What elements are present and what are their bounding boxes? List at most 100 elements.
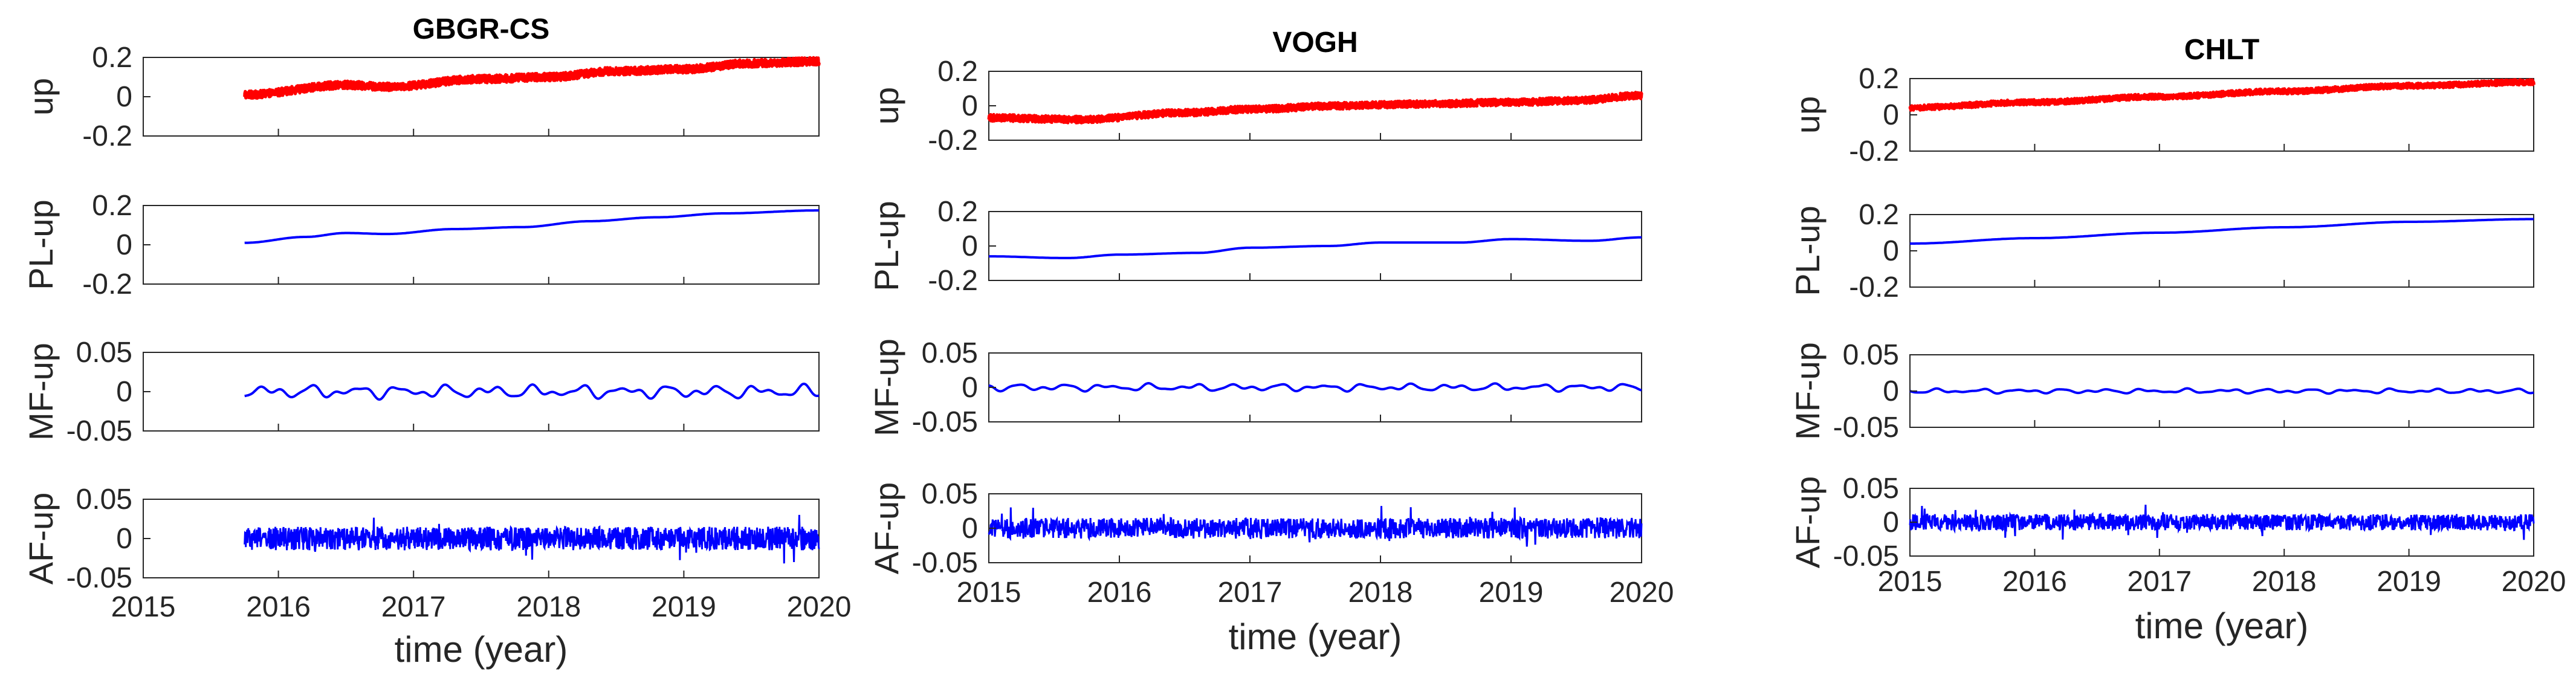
y-tick-label: 0.05 [922,337,978,369]
y-tick-label: 0 [116,376,132,408]
x-tick-label: 2018 [2252,566,2317,598]
y-tick-label: -0.2 [1849,135,1899,167]
y-axis-label: AF-up [22,493,60,585]
chart-title: GBGR-CS [413,13,550,45]
x-tick-label: 2017 [381,591,446,623]
subplot-up: 0.2 0 -0.2 up [22,42,821,152]
y-axis-label: AF-up [867,482,905,575]
y-tick-label: -0.2 [1849,271,1899,303]
x-tick-label: 2018 [516,591,581,623]
chart-title: VOGH [1272,27,1358,59]
y-tick-label: -0.2 [82,120,132,152]
y-tick-label: 0.05 [1843,339,1899,371]
y-axis-label: PL-up [867,201,905,291]
y-tick-label: 0 [116,229,132,261]
series-line [1909,387,2534,395]
y-tick-label: 0 [962,230,978,262]
plot-frame [143,205,820,285]
y-tick-label: -0.2 [82,268,132,300]
chart-vogh: VOGH0.20-0.2up0.20-0.2PL-up0.050-0.05MF-… [867,27,1674,657]
series-line [244,209,819,244]
series-line [1908,78,2536,112]
y-axis-label: up [1788,96,1827,134]
series-line [1910,218,2534,245]
subplot-up: 0.20-0.2 up [867,56,1643,157]
y-axis-label: up [22,78,60,115]
y-tick-label: 0.2 [1859,199,1899,231]
x-tick-label: 2020 [2502,566,2566,598]
y-tick-label: 0.2 [937,56,978,88]
y-tick-label: -0.05 [66,415,132,447]
y-axis-label: MF-up [1788,342,1827,440]
x-axis-label: time (year) [2135,606,2309,646]
subplot-up: 0.2 0 -0.2 up [1788,63,2536,167]
y-tick-label: 0.2 [92,42,132,74]
subplot-pl-up: 0.2 0 -0.2 PL-up [22,190,820,300]
y-tick-label: -0.05 [66,562,132,594]
y-tick-label: 0.05 [1843,473,1899,505]
x-tick-label: 2018 [1348,577,1413,609]
series-line [988,381,1642,393]
x-tick-label: 2019 [652,591,716,623]
plot-frame [143,352,820,432]
y-axis-label: MF-up [867,338,905,436]
y-tick-label: 0 [116,523,132,555]
chart-chlt: CHLT0.20-0.2up0.20-0.2PL-up0.050-0.05MF-… [1788,34,2566,646]
y-tick-label: 0 [962,513,978,545]
y-tick-label: -0.05 [912,547,978,579]
chart-gbgr-cs: GBGR-CS 0.2 0 -0.2 up 0.2 0 -0.2 PL-up 0.05 0 -0.05… [22,13,851,670]
series-line [244,383,820,401]
y-axis-label: PL-up [1788,205,1827,296]
y-axis-label: AF-up [1788,476,1827,569]
x-tick-label: 2016 [1087,577,1152,609]
series-line [243,56,821,100]
y-tick-label: 0.05 [76,337,132,369]
y-tick-label: -0.2 [928,265,978,297]
x-tick-label: 2016 [2002,566,2067,598]
y-tick-label: 0.05 [922,478,978,510]
y-tick-label: 0.2 [1859,63,1899,95]
plot-frame [1909,78,2534,152]
x-tick-label: 2016 [246,591,311,623]
y-tick-label: 0 [962,372,978,404]
series-line [244,514,820,564]
y-tick-label: 0.2 [937,196,978,228]
y-tick-label: 0 [1883,375,1899,407]
y-tick-label: 0.05 [76,484,132,516]
y-tick-label: -0.05 [1833,412,1899,444]
y-axis-label: up [867,87,905,125]
x-axis-label: time (year) [1229,616,1402,657]
x-tick-label: 2017 [1218,577,1283,609]
x-axis-label: time (year) [395,629,568,670]
subplot-pl-up: 0.2 0 -0.2 PL-up [1788,199,2534,303]
x-tick-label: 2015 [957,577,1021,609]
x-tick-label: 2019 [1479,577,1544,609]
x-tick-label: 2015 [111,591,176,623]
x-tick-label: 2020 [1610,577,1674,609]
subplot-pl-up: 0.20-0.2 PL-up [867,196,1642,297]
x-tick-label: 2020 [787,591,852,623]
chart-title: CHLT [2184,34,2259,66]
y-tick-label: 0.2 [92,190,132,222]
y-axis-label: PL-up [22,199,60,290]
series-line [989,236,1642,259]
x-tick-label: 2017 [2127,566,2192,598]
x-tick-label: 2019 [2377,566,2441,598]
y-tick-label: -0.05 [1833,540,1899,572]
plot-frame [1909,214,2534,288]
y-tick-label: 0 [116,81,132,113]
y-tick-label: -0.05 [912,406,978,438]
series-line [988,506,1643,547]
x-tick-label: 2015 [1878,566,1943,598]
y-tick-label: 0 [1883,235,1899,267]
y-axis-label: MF-up [22,343,60,441]
y-tick-label: 0 [962,90,978,122]
y-tick-label: 0 [1883,99,1899,131]
y-tick-label: -0.2 [928,125,978,157]
